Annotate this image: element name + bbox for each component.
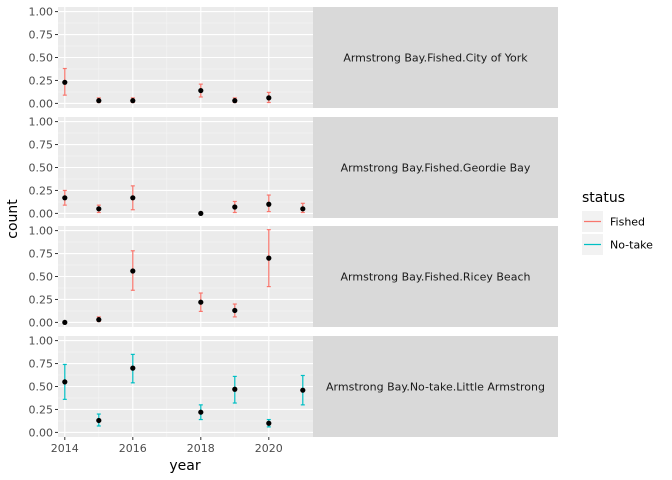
x-axis-label: year [169, 458, 200, 474]
y-tick-label: 0.25 [29, 403, 54, 416]
data-point [96, 317, 102, 323]
x-tick-label: 2014 [51, 442, 79, 455]
data-point [266, 95, 272, 101]
x-tick-label: 2016 [119, 442, 147, 455]
facet-panel: 0.00 0.25 0.50 0.75 1.00 Armstrong Bay.Fished… [29, 116, 558, 220]
y-tick-label: 1.00 [29, 225, 54, 238]
y-tick-label: 0.25 [29, 184, 54, 197]
data-point [62, 79, 68, 85]
y-tick-label: 0.00 [29, 316, 54, 329]
data-point [266, 255, 272, 261]
facet-strip-label: Armstrong Bay.Fished.Geordie Bay [341, 162, 531, 175]
facet-strip [313, 336, 558, 437]
data-point [300, 206, 306, 212]
data-point [62, 319, 68, 326]
y-tick-label: 0.00 [29, 207, 54, 220]
legend-entry-label: Fished [610, 216, 645, 229]
y-tick-label: 0.75 [29, 358, 54, 371]
data-point [232, 386, 238, 392]
data-point [130, 195, 136, 201]
data-point [232, 204, 238, 210]
data-point [198, 299, 204, 305]
data-point [96, 206, 102, 212]
data-point [130, 98, 136, 104]
data-point [96, 417, 102, 424]
y-tick-label: 1.00 [29, 6, 54, 19]
facet-panel: 0.00 0.25 0.50 0.75 1.00 Armstrong Bay.No-tak… [29, 335, 558, 439]
data-point [266, 201, 272, 207]
data-point [198, 210, 204, 217]
panels-layer: 0.00 0.25 0.50 0.75 1.00 Armstrong Bay.Fished… [29, 6, 558, 455]
x-tick-label: 2020 [255, 442, 283, 455]
data-point [130, 268, 136, 274]
facet-strip [313, 117, 558, 218]
facet-strip [313, 7, 558, 108]
y-tick-label: 0.50 [29, 271, 54, 284]
data-point [232, 98, 238, 104]
y-tick-label: 0.25 [29, 293, 54, 306]
legend-title: status [582, 190, 625, 206]
legend-entry-label: No-take [610, 239, 653, 252]
y-tick-label: 0.50 [29, 52, 54, 65]
data-point [266, 420, 272, 426]
data-point [62, 379, 68, 385]
y-tick-label: 0.00 [29, 426, 54, 439]
facet-strip-label: Armstrong Bay.Fished.Ricey Beach [341, 271, 531, 284]
data-point [198, 87, 204, 94]
facet-strip-label: Armstrong Bay.No-take.Little Armstrong [326, 381, 545, 394]
y-axis-label: count [5, 199, 21, 239]
facet-panel: 0.00 0.25 0.50 0.75 1.00 Armstrong Bay.Fished… [29, 6, 558, 110]
data-point [198, 409, 204, 415]
y-tick-label: 0.75 [29, 248, 54, 261]
y-tick-label: 1.00 [29, 116, 54, 129]
data-point [62, 195, 68, 201]
data-point [130, 365, 136, 371]
y-tick-label: 0.00 [29, 97, 54, 110]
y-tick-label: 1.00 [29, 335, 54, 348]
y-tick-label: 0.50 [29, 162, 54, 175]
data-point [300, 387, 306, 393]
y-tick-label: 0.25 [29, 74, 54, 87]
facet-strip-label: Armstrong Bay.Fished.City of York [343, 52, 528, 65]
legend: status Fished No-take [582, 190, 653, 255]
y-tick-label: 0.75 [29, 29, 54, 42]
facet-panel: 0.00 0.25 0.50 0.75 1.00 Armstrong Bay.Fished… [29, 225, 558, 329]
y-tick-label: 0.75 [29, 139, 54, 152]
data-point [96, 98, 102, 104]
y-tick-label: 0.50 [29, 381, 54, 394]
x-tick-label: 2018 [187, 442, 215, 455]
data-point [232, 307, 238, 314]
facet-strip [313, 226, 558, 327]
